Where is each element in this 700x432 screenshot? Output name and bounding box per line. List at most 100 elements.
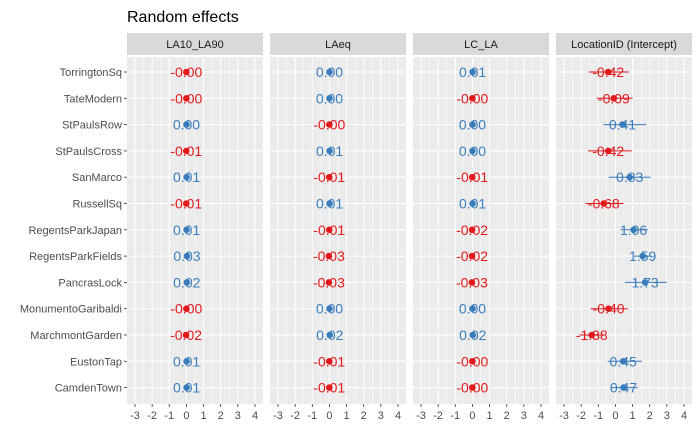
x-tick-label: 1 — [201, 410, 207, 422]
data-point — [326, 121, 333, 128]
data-label: -0.01 — [313, 353, 345, 369]
data-point — [326, 331, 334, 339]
data-point — [469, 200, 476, 207]
y-tick-label-russellsq: RussellSq — [72, 199, 122, 211]
facet-strip-label: LC_LA — [464, 39, 498, 51]
chart-title: Random effects — [127, 9, 239, 26]
data-label: -0.00 — [456, 90, 488, 106]
data-label: -0.01 — [313, 380, 345, 396]
data-label: -0.03 — [456, 274, 488, 290]
data-label: -0.00 — [456, 353, 488, 369]
data-point — [183, 279, 191, 286]
x-tick-label: 4 — [252, 410, 258, 422]
data-point — [325, 384, 333, 391]
data-point — [183, 68, 190, 76]
data-point — [605, 305, 612, 313]
x-tick-label: 1 — [487, 410, 493, 422]
data-label: -0.03 — [313, 274, 345, 290]
data-point — [325, 226, 333, 234]
data-point — [325, 358, 333, 365]
data-point — [326, 200, 333, 207]
data-point — [325, 252, 333, 260]
panel-la10-la90: LA10_LA90 -3 -2 -1 0 1 2 3 4 -0.00 -0.00 0.00 -0.01 0… — [127, 33, 263, 422]
data-label: 0.00 — [459, 117, 486, 133]
data-label: -0.01 — [313, 222, 345, 238]
data-point — [183, 358, 190, 365]
facet-strip — [413, 33, 549, 55]
data-point — [604, 68, 612, 76]
data-label: -0.00 — [456, 380, 488, 396]
x-tick-label: 0 — [326, 410, 332, 422]
data-label: -0.01 — [313, 169, 345, 185]
data-label: 1.59 — [629, 248, 656, 264]
x-tick-label: -3 — [559, 410, 569, 422]
data-point — [469, 68, 476, 76]
x-tick-label: -1 — [307, 410, 317, 422]
x-tick-label: 4 — [681, 410, 687, 422]
y-tick-label-camdentown: CamdenTown — [55, 383, 122, 395]
data-label: -0.01 — [456, 169, 488, 185]
data-point — [183, 252, 191, 260]
data-label: 0.01 — [459, 196, 486, 212]
y-tick-label-stpaulscross: StPaulsCross — [55, 146, 122, 158]
data-point — [326, 147, 333, 155]
data-point — [468, 279, 476, 286]
data-point — [182, 331, 190, 339]
data-label: -0.02 — [456, 248, 488, 264]
data-label: 0.01 — [173, 353, 200, 369]
x-tick-label: 3 — [235, 410, 241, 422]
data-label: 0.00 — [316, 64, 343, 80]
x-tick-label: 0 — [183, 410, 189, 422]
data-point — [183, 121, 190, 128]
x-tick-label: 2 — [361, 410, 367, 422]
data-label: -0.42 — [592, 64, 624, 80]
x-tick-label: -1 — [164, 410, 174, 422]
data-point — [183, 95, 190, 102]
plot-area: TorringtonSq TateModern StPaulsRow StPaulsC… — [20, 33, 692, 422]
data-point — [469, 147, 476, 155]
data-point — [630, 226, 637, 234]
data-point — [182, 200, 190, 207]
facet-strip — [556, 33, 692, 55]
facet-strip-label: LA10_LA90 — [166, 39, 224, 51]
data-point — [620, 384, 627, 391]
data-label: 0.02 — [459, 327, 486, 343]
data-label: -1.38 — [576, 327, 608, 343]
facet-strip-label: LAeq — [325, 39, 351, 51]
x-tick-label: 3 — [664, 410, 670, 422]
data-point — [600, 200, 608, 207]
x-tick-label: -2 — [290, 410, 300, 422]
data-label: 1.06 — [620, 222, 647, 238]
y-tick-label-regentsparkjapan: RegentsParkJapan — [28, 225, 122, 237]
data-point — [183, 384, 190, 391]
x-tick-label: -3 — [273, 410, 283, 422]
data-label: 0.41 — [609, 117, 636, 133]
x-tick-label: 0 — [612, 410, 618, 422]
data-point — [469, 331, 477, 339]
x-tick-label: 1 — [630, 410, 636, 422]
data-label: 0.83 — [616, 169, 643, 185]
x-tick-label: -2 — [147, 410, 157, 422]
data-point — [619, 121, 626, 128]
data-point — [325, 173, 333, 181]
x-tick-label: 4 — [395, 410, 401, 422]
data-point — [468, 226, 476, 234]
data-point — [326, 68, 333, 76]
data-label: -0.00 — [170, 301, 202, 317]
data-label: 0.01 — [173, 169, 200, 185]
data-label: -0.00 — [170, 90, 202, 106]
x-tick-label: 0 — [469, 410, 475, 422]
data-point — [619, 358, 627, 365]
y-tick-label-eustontap: EustonTap — [70, 356, 122, 368]
x-tick-label: -3 — [130, 410, 140, 422]
data-point — [469, 305, 476, 313]
data-label: -0.02 — [170, 327, 202, 343]
y-tick-label-torringtonsq: TorringtonSq — [60, 67, 122, 79]
data-label: 0.03 — [173, 248, 200, 264]
x-tick-label: -1 — [450, 410, 460, 422]
data-label: 0.00 — [316, 90, 343, 106]
data-label: 0.02 — [316, 327, 343, 343]
data-label: -0.00 — [170, 64, 202, 80]
data-label: 0.01 — [173, 222, 200, 238]
data-point — [326, 95, 333, 102]
